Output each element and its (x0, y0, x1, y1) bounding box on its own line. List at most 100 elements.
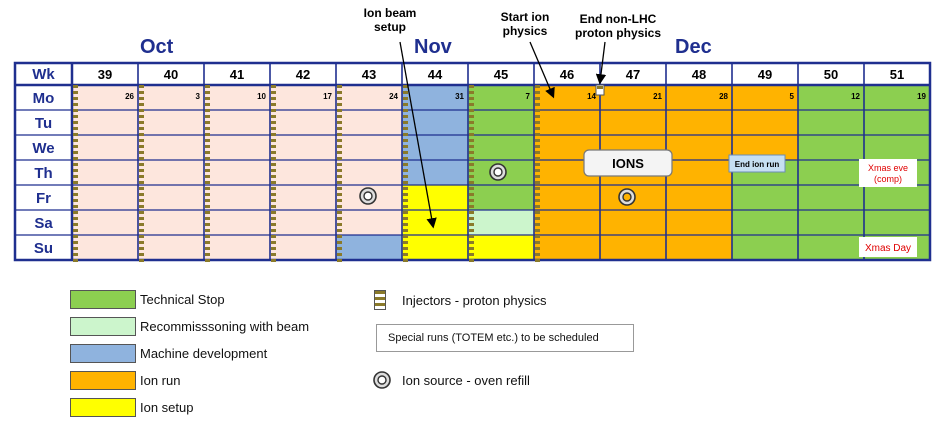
injector-checker-mark (271, 115, 276, 118)
injector-checker-mark (535, 151, 540, 154)
day-cell (336, 210, 402, 235)
monday-date: 17 (323, 92, 332, 101)
day-cell (864, 185, 930, 210)
injector-checker-mark (271, 181, 276, 184)
day-cell (468, 235, 534, 260)
day-cell (798, 210, 864, 235)
injector-checker-mark (73, 115, 78, 118)
injector-checker-mark (271, 169, 276, 172)
day-cell (864, 85, 930, 110)
injector-checker-mark (535, 109, 540, 112)
injector-checker-mark (205, 145, 210, 148)
injector-checker-mark (535, 235, 540, 238)
monday-date: 10 (257, 92, 266, 101)
injector-checker-mark (271, 241, 276, 244)
wk-header: Wk (32, 66, 55, 83)
day-cell (798, 85, 864, 110)
injector-checker-mark (73, 133, 78, 136)
injector-checker-mark (337, 187, 342, 190)
legend-label: Technical Stop (140, 292, 225, 307)
monday-date: 7 (526, 92, 531, 101)
day-cell (798, 235, 864, 260)
injector-checker-mark (403, 97, 408, 100)
injector-checker-mark (139, 133, 144, 136)
injector-checker-mark (205, 253, 210, 256)
annotation-line: setup (373, 20, 406, 34)
injector-checker-mark (403, 223, 408, 226)
annotation-end-non-lhc: End non-LHC proton physics (560, 12, 676, 40)
injector-checker-mark (205, 229, 210, 232)
day-cell (336, 135, 402, 160)
injector-checker-mark (271, 253, 276, 256)
injector-checker-mark (535, 199, 540, 202)
arrow-start-ion-physics (529, 41, 555, 99)
injector-checker-mark (535, 193, 540, 196)
injector-checker-mark (205, 97, 210, 100)
monday-date: 3 (196, 92, 201, 101)
injector-checker-mark (205, 247, 210, 250)
injector-checker-mark (205, 217, 210, 220)
injector-checker-mark (205, 151, 210, 154)
xmas-eve-label: Xmas eve (868, 163, 908, 173)
week-number: 39 (98, 67, 112, 82)
injector-checker-mark (535, 85, 540, 88)
day-cell (138, 135, 204, 160)
monday-date: 14 (587, 92, 596, 101)
monday-date: 28 (719, 92, 728, 101)
day-cell (204, 135, 270, 160)
injector-checker-mark (337, 115, 342, 118)
day-cell (666, 210, 732, 235)
injector-checker-mark (337, 109, 342, 112)
injector-checker-mark (205, 259, 210, 262)
injector-checker-mark (337, 91, 342, 94)
injector-checker-mark (469, 217, 474, 220)
week-number: 44 (428, 67, 443, 82)
injector-checker-mark (337, 223, 342, 226)
day-cell (138, 185, 204, 210)
injector-checker-mark (469, 169, 474, 172)
ion-source-icon-inner (622, 192, 632, 202)
injector-checker-mark (205, 187, 210, 190)
day-label: Th (34, 165, 52, 182)
injector-checker-mark (139, 139, 144, 142)
injector-checker-mark (469, 223, 474, 226)
injector-checker-mark (73, 109, 78, 112)
day-cell (402, 210, 468, 235)
injector-checker-mark (403, 175, 408, 178)
injector-checker-mark (271, 193, 276, 196)
injector-checker-mark (535, 121, 540, 124)
day-label: Fr (36, 190, 51, 207)
injector-checker-mark (205, 163, 210, 166)
injector-checker-mark (271, 127, 276, 130)
injector-checker-mark (403, 187, 408, 190)
day-cell (864, 135, 930, 160)
week-number: 42 (296, 67, 310, 82)
injector-checker-mark (205, 175, 210, 178)
day-cell (798, 160, 864, 185)
injector-checker-mark (139, 163, 144, 166)
injector-checker-mark (469, 193, 474, 196)
injector-checker-mark (469, 121, 474, 124)
day-cell (270, 210, 336, 235)
day-cell (204, 85, 270, 110)
injector-checker-mark (73, 151, 78, 154)
monday-date: 26 (125, 92, 134, 101)
injector-checker-mark (271, 145, 276, 148)
injector-checker-mark (337, 205, 342, 208)
injector-checker-mark (205, 133, 210, 136)
injector-checker-mark (139, 241, 144, 244)
injector-checker-mark (403, 115, 408, 118)
injector-checker-mark (205, 199, 210, 202)
day-label: We (32, 140, 54, 157)
injector-checker-mark (205, 103, 210, 106)
day-cell (138, 235, 204, 260)
injector-checker-mark (205, 193, 210, 196)
injector-checker-mark (139, 181, 144, 184)
injector-checker-mark (73, 253, 78, 256)
injector-checker-mark (73, 193, 78, 196)
day-cell (732, 110, 798, 135)
injector-checker-mark (403, 157, 408, 160)
annotation-line: Ion beam (363, 6, 417, 20)
injector-checker-mark (469, 127, 474, 130)
injector-checker-mark (337, 193, 342, 196)
